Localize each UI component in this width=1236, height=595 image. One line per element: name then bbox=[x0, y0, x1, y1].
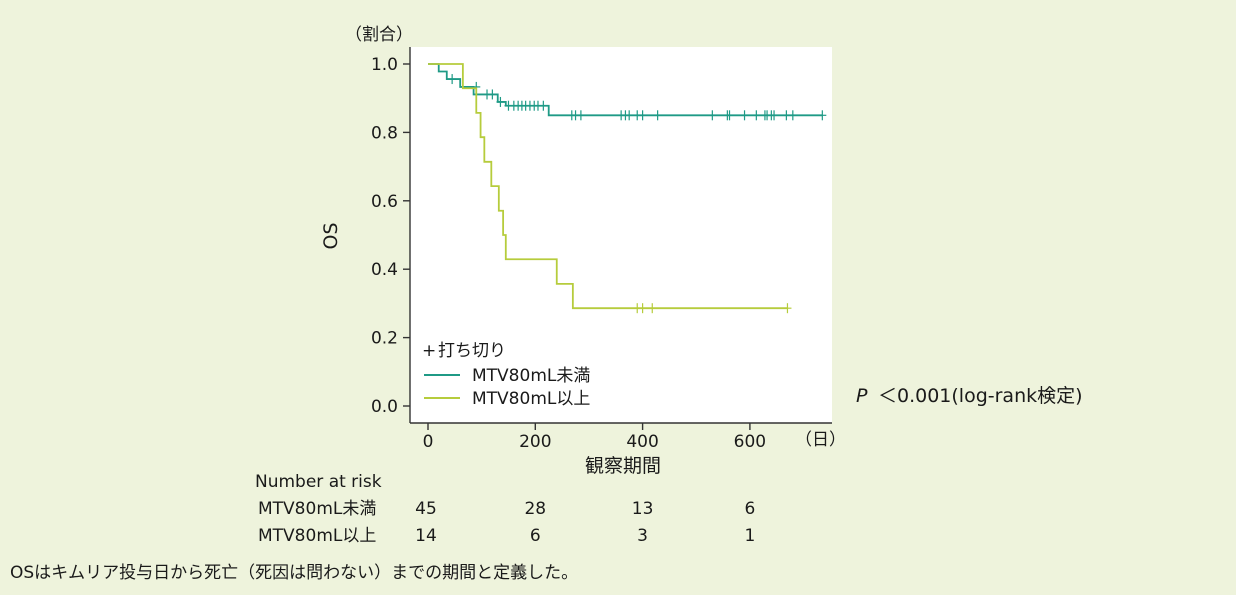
plot-area bbox=[410, 47, 832, 423]
risk-count: 6 bbox=[744, 499, 755, 519]
risk-count: 45 bbox=[415, 499, 437, 519]
risk-count: 3 bbox=[637, 526, 648, 546]
y-axis-unit: （割合） bbox=[345, 25, 413, 45]
x-tick-label: 400 bbox=[626, 432, 658, 452]
x-tick-label: 0 bbox=[423, 432, 434, 452]
y-tick-label: 0.2 bbox=[371, 329, 398, 349]
footnote: OSはキムリア投与日から死亡（死因は問わない）までの期間と定義した。 bbox=[10, 563, 578, 583]
legend-censor-symbol: + bbox=[422, 341, 436, 361]
legend: + 打ち切り MTV80mL未満 MTV80mL以上 bbox=[422, 341, 590, 409]
risk-count: 1 bbox=[744, 526, 755, 546]
y-tick-label: 0.6 bbox=[371, 192, 398, 212]
number-at-risk-table: Number at risk MTV80mL未満 MTV80mL以上 45 28 1… bbox=[255, 472, 755, 546]
y-tick-label: 1.0 bbox=[371, 55, 398, 75]
x-tick-label: 600 bbox=[734, 432, 766, 452]
y-axis-ticks: 0.0 0.2 0.4 0.6 0.8 1.0 bbox=[371, 55, 410, 417]
x-axis-unit: （日） bbox=[795, 430, 846, 450]
x-tick-label: 200 bbox=[519, 432, 551, 452]
risk-counts: 45 28 13 6 14 6 3 1 bbox=[415, 499, 755, 546]
legend-censor-label: 打ち切り bbox=[438, 341, 506, 361]
risk-count: 28 bbox=[524, 499, 546, 519]
series-line-2 bbox=[428, 63, 788, 310]
survival-curves bbox=[428, 63, 827, 314]
y-tick-label: 0.4 bbox=[371, 260, 398, 280]
p-value-symbol: P bbox=[856, 385, 868, 407]
risk-count: 6 bbox=[530, 526, 541, 546]
plot-frame bbox=[409, 47, 832, 424]
risk-table-title: Number at risk bbox=[255, 472, 382, 492]
risk-row-label-2: MTV80mL以上 bbox=[258, 526, 376, 546]
risk-count: 14 bbox=[415, 526, 437, 546]
risk-row-label-1: MTV80mL未満 bbox=[258, 499, 376, 519]
p-value-annotation: P ＜0.001(log-rank検定) bbox=[856, 385, 1083, 407]
x-axis-ticks: 0 200 400 600 bbox=[423, 423, 766, 452]
y-tick-label: 0.8 bbox=[371, 123, 398, 143]
legend-label-series-1: MTV80mL未満 bbox=[472, 366, 590, 386]
legend-label-series-2: MTV80mL以上 bbox=[472, 389, 590, 409]
y-axis-title: OS bbox=[320, 222, 342, 249]
risk-count: 13 bbox=[632, 499, 654, 519]
y-tick-label: 0.0 bbox=[371, 397, 398, 417]
x-axis-title: 観察期間 bbox=[585, 455, 661, 477]
p-value-text: ＜0.001(log-rank検定) bbox=[878, 385, 1083, 407]
